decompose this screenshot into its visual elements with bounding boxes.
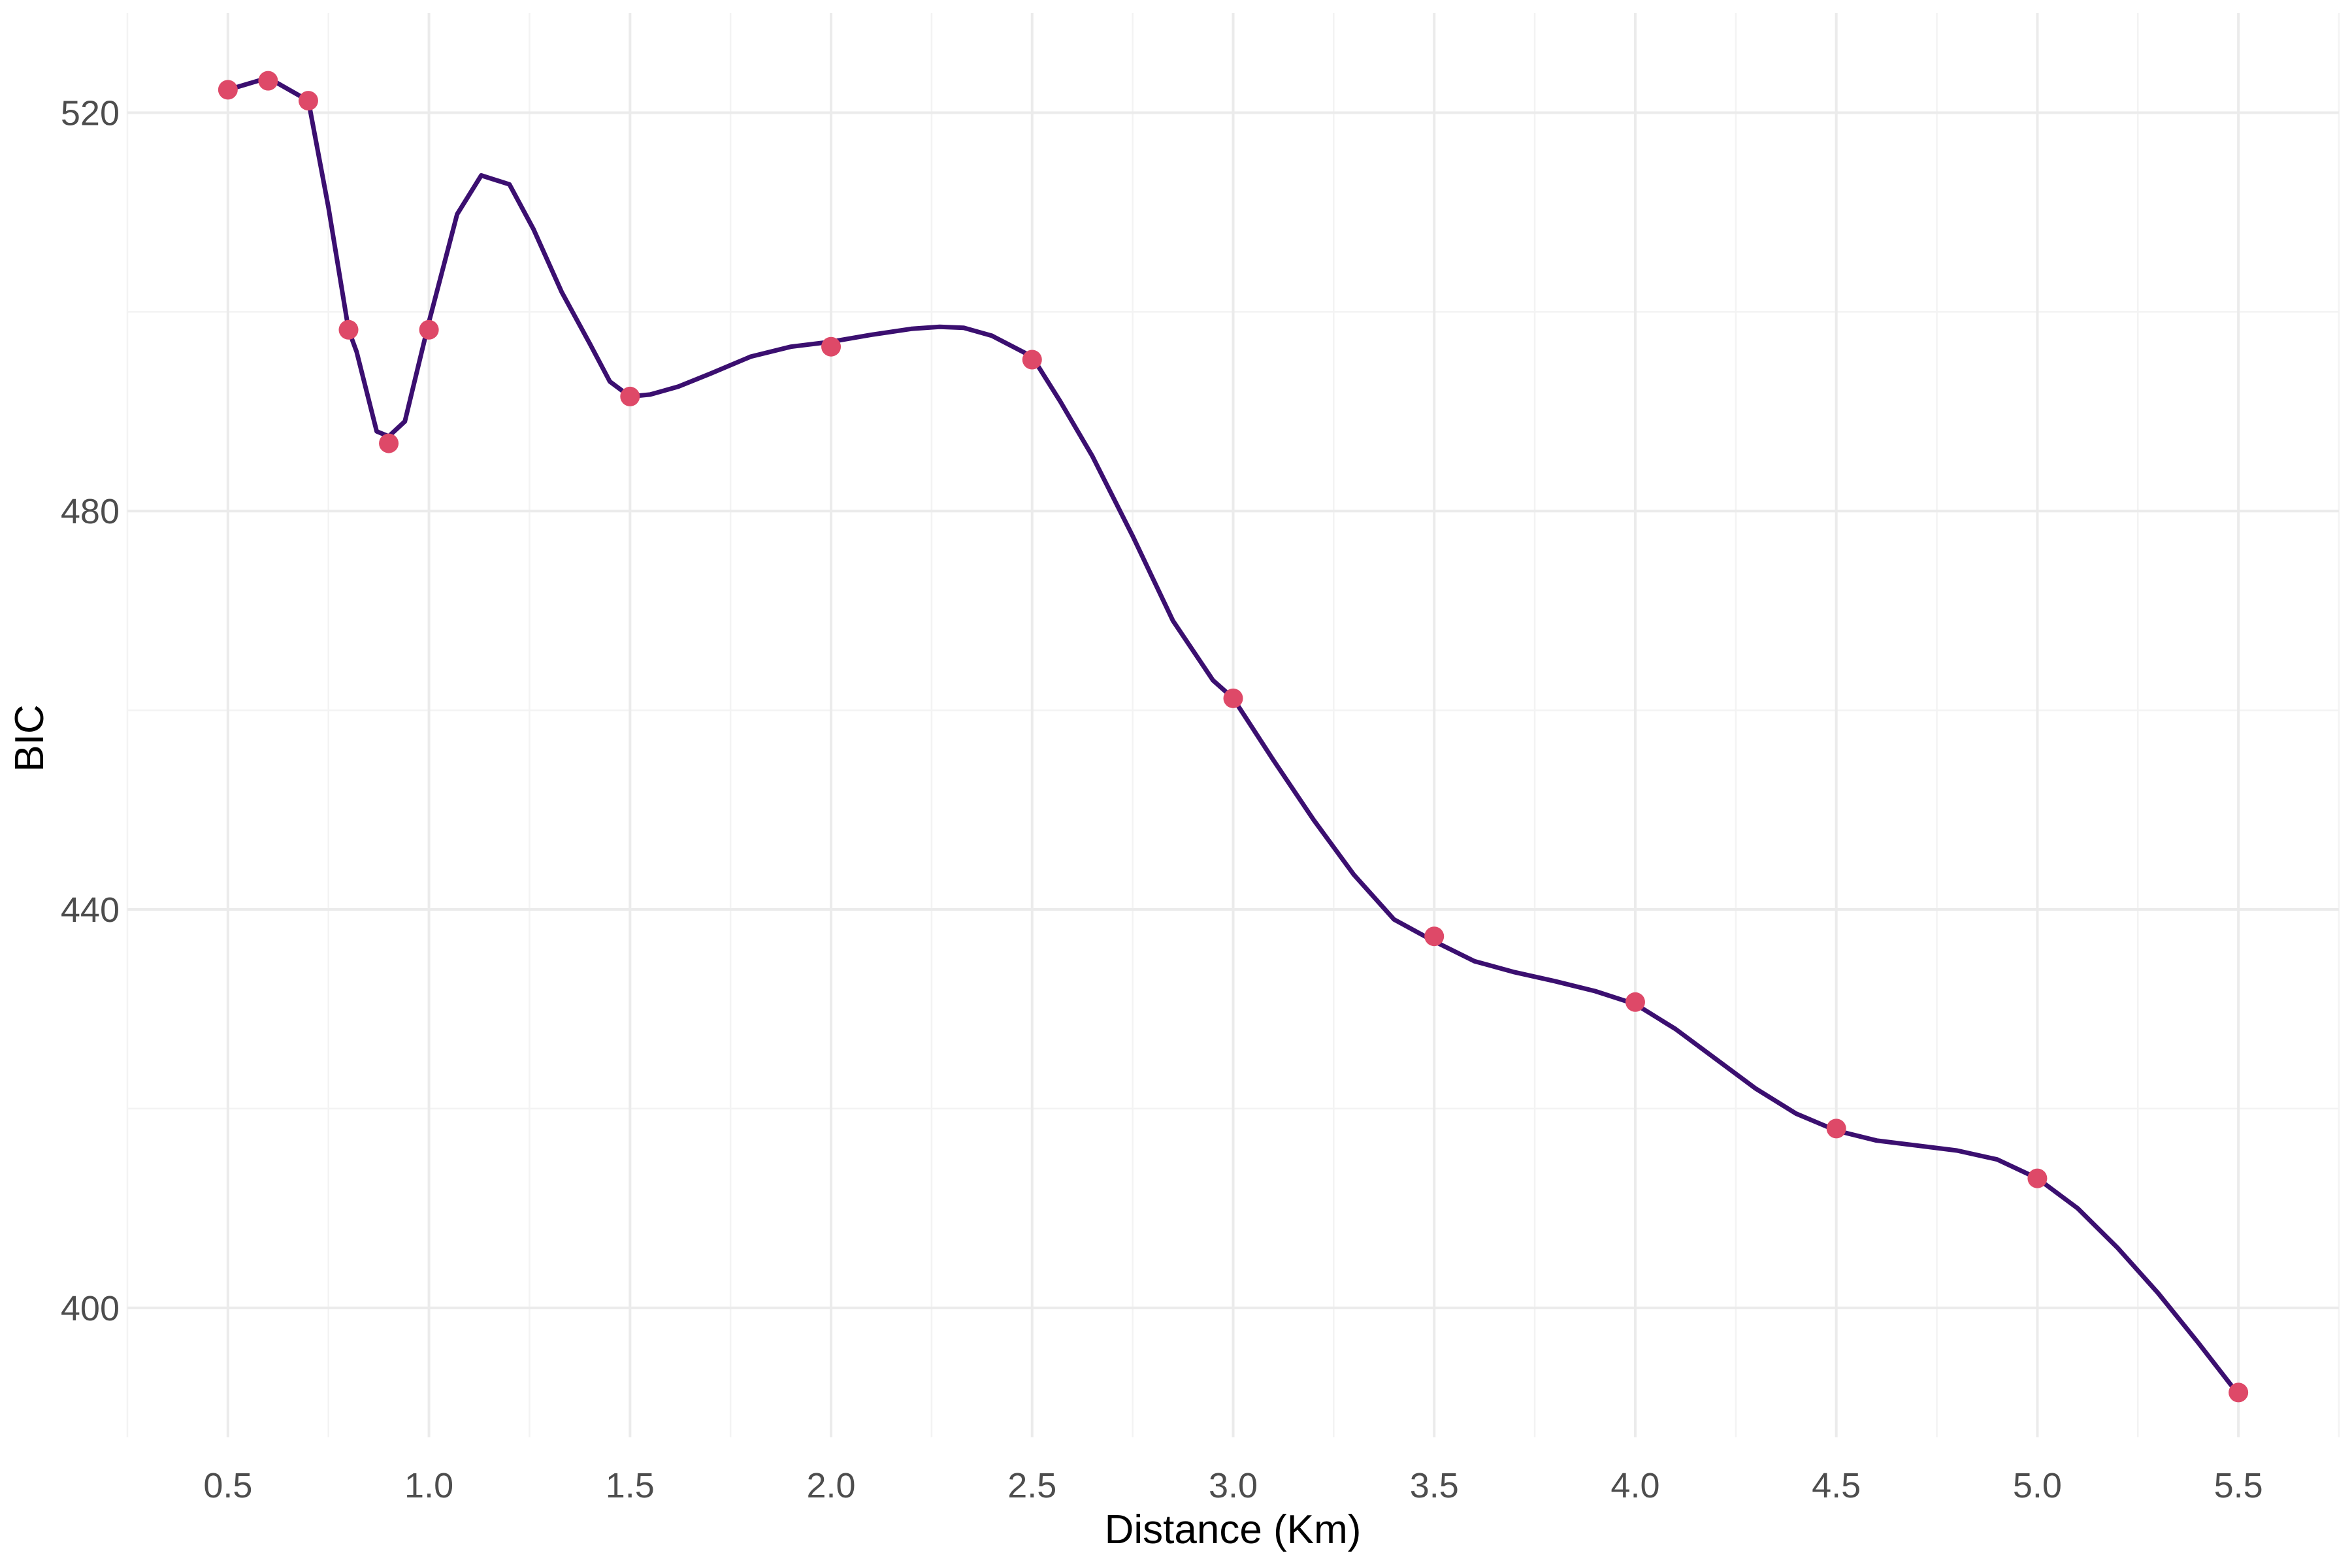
- bic-data-point: [620, 386, 640, 406]
- bic-data-point: [379, 433, 399, 453]
- x-tick-label: 4.0: [1610, 1466, 1659, 1505]
- x-axis-title: Distance (Km): [1105, 1507, 1362, 1552]
- bic-data-point: [821, 336, 841, 357]
- y-tick-label: 440: [61, 890, 120, 930]
- y-tick-label: 520: [61, 93, 120, 133]
- bic-data-point: [2027, 1168, 2048, 1188]
- bic-data-point: [1625, 992, 1645, 1012]
- bic-data-point: [419, 319, 439, 340]
- bic-data-point: [1424, 926, 1445, 947]
- x-tick-label: 4.5: [1812, 1466, 1861, 1505]
- bic-data-point: [298, 91, 318, 111]
- y-tick-label: 400: [61, 1289, 120, 1328]
- bic-data-point: [1223, 688, 1243, 708]
- bic-data-point: [218, 80, 238, 100]
- x-tick-label: 1.0: [404, 1466, 453, 1505]
- x-tick-label: 2.5: [1007, 1466, 1056, 1505]
- x-tick-label: 1.5: [606, 1466, 655, 1505]
- bic-data-point: [1022, 350, 1042, 370]
- x-tick-label: 5.5: [2214, 1466, 2263, 1505]
- x-axis-tick-labels: 0.5 1.0 1.5 2.0 2.5 3.0 3.5 4.0 4.5 5.0 5.5: [203, 1466, 2262, 1505]
- grid-lines: [126, 13, 2340, 1437]
- x-tick-label: 2.0: [807, 1466, 856, 1505]
- bic-data-point: [338, 319, 359, 340]
- bic-data-point: [2229, 1382, 2249, 1403]
- y-tick-label: 480: [61, 492, 120, 531]
- x-tick-label: 3.5: [1410, 1466, 1459, 1505]
- x-tick-label: 5.0: [2013, 1466, 2062, 1505]
- bic-data-point: [258, 71, 278, 91]
- x-tick-label: 0.5: [203, 1466, 252, 1505]
- series-points-layer: [218, 71, 2249, 1403]
- y-axis-title: BIC: [7, 704, 52, 772]
- y-axis-tick-labels: 400 440 480 520: [61, 93, 120, 1328]
- bic-data-point: [1826, 1119, 1846, 1139]
- x-tick-label: 3.0: [1209, 1466, 1258, 1505]
